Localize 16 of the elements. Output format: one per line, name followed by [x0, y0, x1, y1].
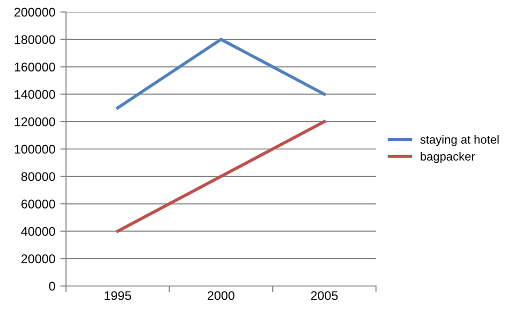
y-tick-label: 60000 [21, 200, 56, 208]
y-tick-label: 40000 [21, 227, 56, 236]
y-tick-label: 0 [49, 282, 56, 291]
y-tick-label: 80000 [21, 172, 56, 182]
y-tick-label: 20000 [21, 254, 56, 264]
legend-label: staying at hotel [420, 135, 499, 146]
y-tick-label: 120000 [14, 117, 56, 126]
y-tick-label: 180000 [14, 35, 56, 44]
x-tick-label: 2005 [311, 291, 338, 300]
y-tick-label: 200000 [14, 8, 56, 17]
x-tick-label: 1995 [104, 291, 132, 300]
y-tick-label: 160000 [14, 62, 56, 72]
x-tick-label: 2000 [208, 291, 234, 300]
y-tick-label: 140000 [14, 90, 56, 99]
y-tick-label: 100000 [14, 144, 56, 154]
legend-label: bagpacker [420, 152, 475, 163]
